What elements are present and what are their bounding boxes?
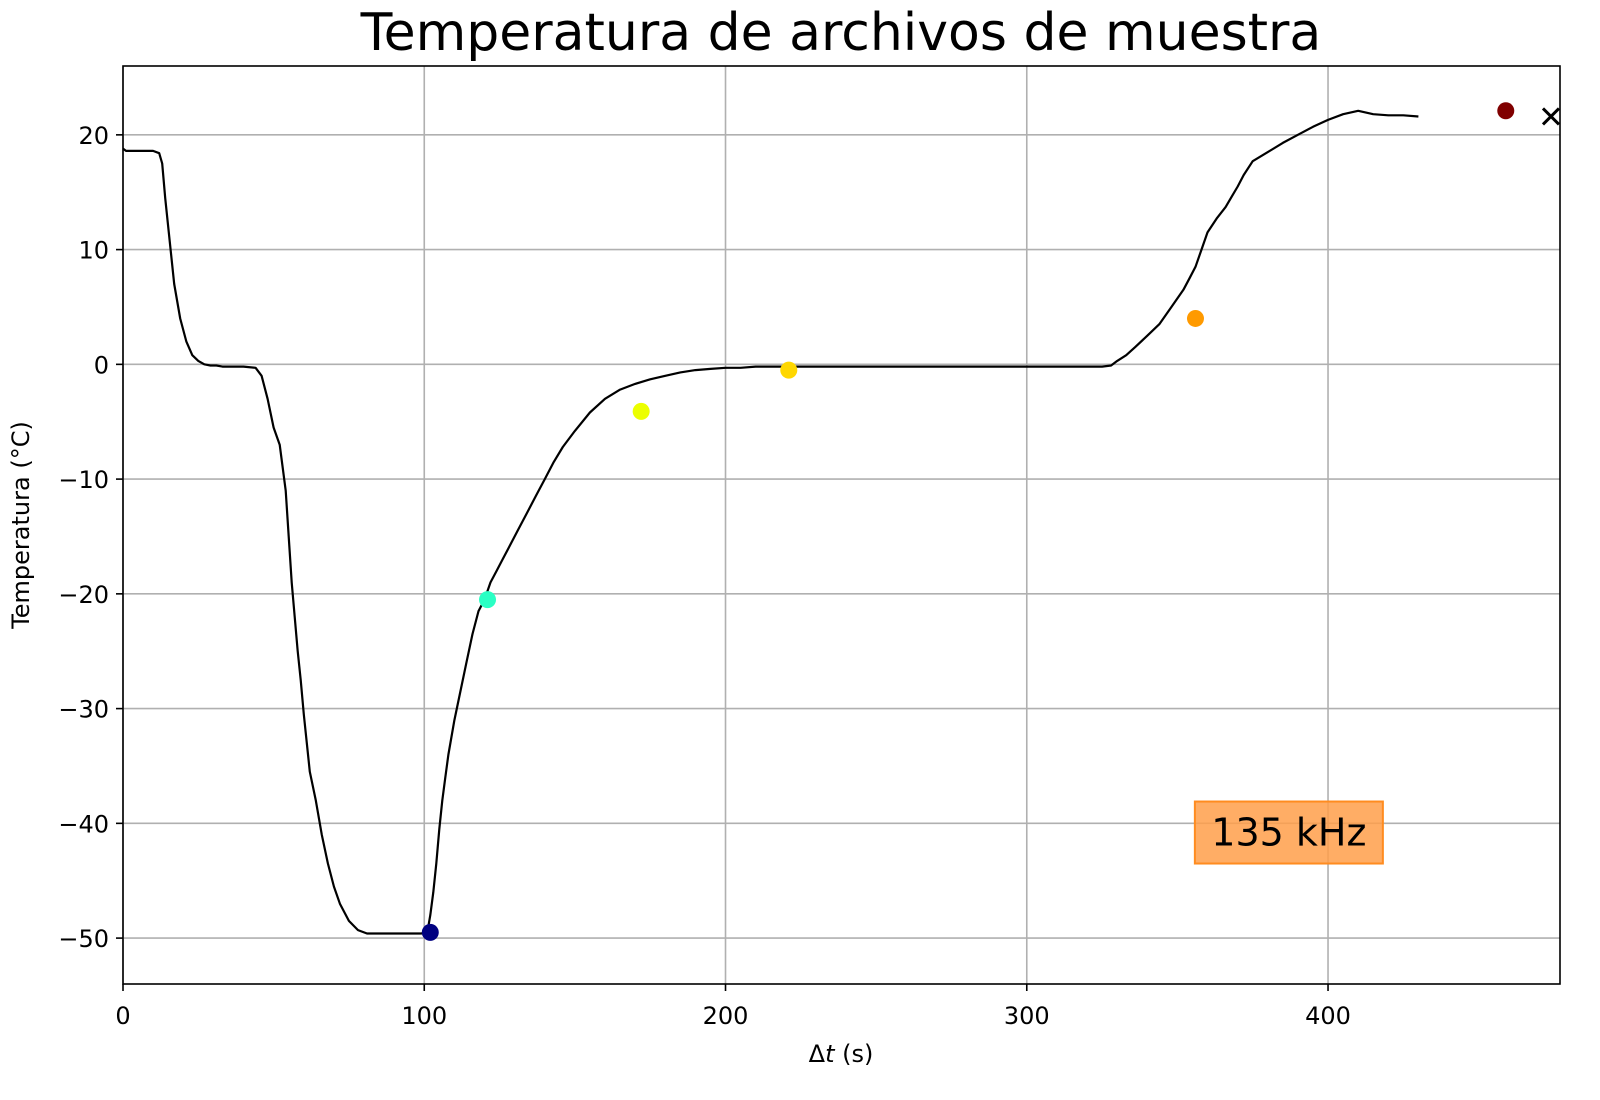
grid [122, 66, 1560, 984]
y-tick-label: −30 [58, 696, 109, 724]
x-axis-label-suffix: (s) [834, 1040, 873, 1068]
annotation-layer: 135 kHz [1193, 800, 1384, 865]
end-x-marker-stroke [1541, 107, 1561, 126]
y-axis-label: Temperatura (°C) [7, 421, 35, 630]
y-tick-label: 10 [78, 237, 109, 265]
end-x-marker [1541, 107, 1561, 126]
x-tick-label: 200 [703, 1002, 749, 1030]
y-tick-label: 0 [94, 351, 109, 379]
x-axis-label: Δt (s) [809, 1040, 874, 1068]
y-axis-ticks: 20 10 0 −10 −20 −30 −40 −50 [58, 122, 123, 953]
markers-layer [421, 102, 1561, 941]
data-point-marker [1497, 102, 1515, 120]
x-tick-label: 400 [1305, 1002, 1351, 1030]
frequency-annotation-box [1193, 800, 1384, 865]
plot-frame [122, 65, 1561, 985]
x-tick-label: 100 [401, 1002, 447, 1030]
data-point-marker [1186, 309, 1204, 327]
series-line [122, 109, 1419, 935]
x-axis-label-var: t [825, 1040, 836, 1068]
x-tick-label: 300 [1004, 1002, 1050, 1030]
data-point-marker [780, 361, 798, 379]
x-axis-label-prefix: Δ [809, 1040, 826, 1068]
y-tick-label: 20 [78, 122, 109, 150]
chart-title: Temperatura de archivos de muestra [360, 3, 1322, 63]
series-layer [122, 109, 1419, 935]
y-tick-label: −20 [58, 581, 109, 609]
y-tick-label: −10 [58, 466, 109, 494]
x-axis-ticks: 0 100 200 300 400 [115, 984, 1351, 1030]
x-tick-label: 0 [115, 1002, 130, 1030]
frequency-annotation-label: 135 kHz [1211, 811, 1366, 855]
data-point-marker [421, 923, 439, 941]
y-tick-label: −50 [58, 925, 109, 953]
y-tick-label: −40 [58, 810, 109, 838]
data-point-marker [632, 402, 650, 420]
data-point-marker [479, 591, 497, 609]
